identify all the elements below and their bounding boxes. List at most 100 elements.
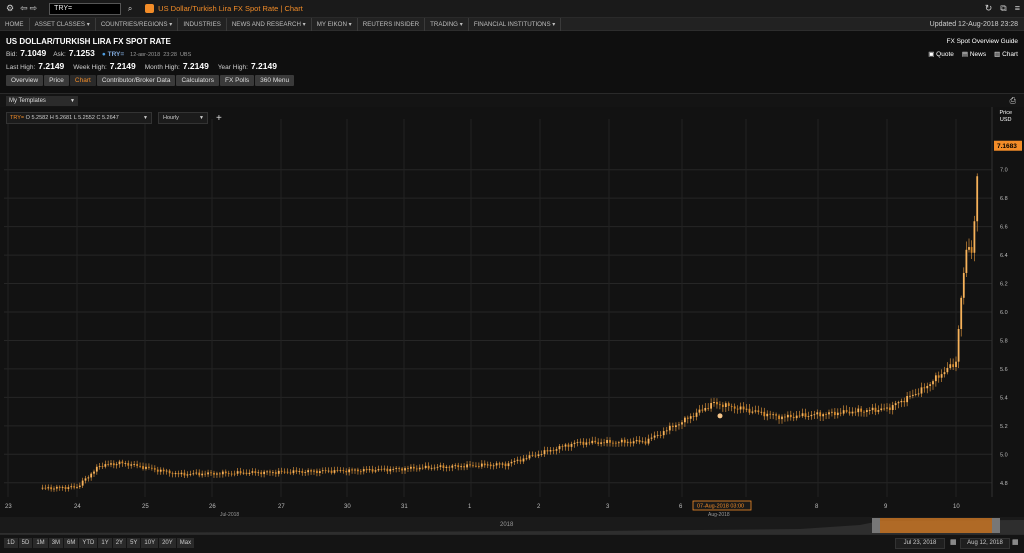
candle-body <box>903 400 906 403</box>
candle-body <box>404 468 406 471</box>
candle-body <box>594 440 597 443</box>
tab-chart[interactable]: Chart <box>69 75 96 86</box>
range-6m-button[interactable]: 6M <box>64 538 79 548</box>
candle-body <box>710 403 712 409</box>
range-3m-button[interactable]: 3M <box>48 538 64 548</box>
nav-item-trading[interactable]: TRADING ▾ <box>425 17 469 31</box>
calendar-from-icon[interactable]: ▦ <box>950 539 957 546</box>
ric-code[interactable]: ● TRY= <box>102 51 124 58</box>
refresh-icon[interactable]: ↻ <box>984 3 993 13</box>
tab-overview[interactable]: Overview <box>6 75 44 86</box>
range-10y-button[interactable]: 10Y <box>141 538 159 548</box>
tab-fx-polls[interactable]: FX Polls <box>219 75 255 86</box>
range-ytd-button[interactable]: YTD <box>79 538 98 548</box>
candle-body <box>507 463 510 467</box>
nav-item-reuters-insider[interactable]: REUTERS INSIDER <box>358 17 426 31</box>
tab-calculators[interactable]: Calculators <box>176 75 219 86</box>
nav-item-news-research[interactable]: NEWS AND RESEARCH ▾ <box>227 17 312 31</box>
candle-body <box>751 411 754 413</box>
tab-bar: Overview Price Chart Contributor/Broker … <box>6 75 295 86</box>
menu-icon[interactable]: ≡ <box>1014 3 1020 13</box>
candle-body <box>976 176 979 222</box>
candle-body <box>784 416 786 418</box>
add-series-button[interactable]: + <box>216 112 222 124</box>
candle-body <box>906 396 909 403</box>
candle-body <box>727 403 730 406</box>
nav-item-financial-institutions[interactable]: FINANCIAL INSTITUTIONS ▾ <box>469 17 562 31</box>
range-5y-button[interactable]: 5Y <box>127 538 141 548</box>
chart-canvas[interactable]: 7.06.86.66.46.26.05.85.65.45.25.04.823 24… <box>0 107 1024 518</box>
candle-body <box>189 474 192 475</box>
candle-body <box>477 466 480 467</box>
crosshair-date-label: 07-Aug-2018 03:00 <box>697 504 744 510</box>
candle-body <box>90 473 93 478</box>
date-from-field[interactable]: Jul 23, 2018 <box>895 538 945 549</box>
back-arrow-icon[interactable]: ⇦ <box>20 3 28 13</box>
chevron-down-icon: ▼ <box>199 115 204 121</box>
candle-body <box>848 411 851 414</box>
tab-360-menu[interactable]: 360 Menu <box>255 75 295 86</box>
link-icon[interactable]: ⧉ <box>1000 3 1007 13</box>
candle-body <box>330 470 333 473</box>
calendar-to-icon[interactable]: ▦ <box>1012 539 1019 546</box>
news-link[interactable]: ▤ News <box>962 50 986 58</box>
candle-body <box>504 463 507 467</box>
range-1d-button[interactable]: 1D <box>4 538 18 548</box>
range-1m-button[interactable]: 1M <box>33 538 48 548</box>
candle-body <box>304 472 307 473</box>
range-1y-button[interactable]: 1Y <box>98 538 112 548</box>
templates-dropdown[interactable]: My Templates ▼ <box>6 96 78 106</box>
range-2y-button[interactable]: 2Y <box>112 538 127 548</box>
nav-item-countries-regions[interactable]: COUNTRIES/REGIONS ▾ <box>96 17 179 31</box>
ohlc-legend[interactable]: TRY= O 5.2582 H 5.2681 L 5.2552 C 5.2647… <box>6 112 152 124</box>
nav-item-home[interactable]: HOME <box>0 17 30 31</box>
candle-body <box>659 434 662 436</box>
interval-dropdown[interactable]: Hourly ▼ <box>158 112 208 124</box>
date-to-field[interactable]: Aug 12, 2018 <box>960 538 1010 549</box>
nav-item-industries[interactable]: INDUSTRIES <box>178 17 227 31</box>
ohlc-high: H 5.2681 <box>49 115 73 121</box>
tab-price[interactable]: Price <box>44 75 69 86</box>
candle-body <box>617 442 620 444</box>
candle-body <box>678 424 680 426</box>
quote-source: UBS <box>179 52 192 58</box>
range-5d-button[interactable]: 5D <box>18 538 33 548</box>
candle-body <box>463 466 466 468</box>
y-tick-label: 7.0 <box>1000 168 1008 174</box>
candle-body <box>180 472 183 475</box>
candle-body <box>277 470 280 474</box>
chevron-down-icon: ▼ <box>143 115 148 121</box>
candle-body <box>962 272 965 298</box>
chart-link[interactable]: ▥ Chart <box>994 50 1018 58</box>
highs-bar: Last High: 7.2149 Week High: 7.2149 Mont… <box>6 61 283 71</box>
print-icon[interactable]: ⎙ <box>1009 96 1016 105</box>
range-max-button[interactable]: Max <box>176 538 195 548</box>
y-tick-label: 6.2 <box>1000 282 1008 288</box>
range-navigator[interactable]: 2018 <box>0 517 1024 534</box>
candle-body <box>339 470 342 472</box>
candle-body <box>510 461 513 464</box>
quote-link[interactable]: ▣ Quote <box>928 50 954 58</box>
candle-body <box>801 413 804 417</box>
range-20y-button[interactable]: 20Y <box>159 538 176 548</box>
candle-body <box>469 464 471 466</box>
candle-body <box>295 470 298 472</box>
navigator-canvas[interactable]: 2018 <box>0 517 1024 534</box>
candle-body <box>236 471 239 474</box>
tab-contributor-broker-data[interactable]: Contributor/Broker Data <box>96 75 176 86</box>
candle-body <box>195 472 198 474</box>
overview-guide-link[interactable]: FX Spot Overview Guide <box>946 38 1018 45</box>
search-icon[interactable]: ⌕ <box>127 3 133 13</box>
price-chart[interactable]: 7.0 6.8 6.6 6.4 6.2 6.0 5.8 5.6 5.4 5.2 5.0 4.8 23 24… <box>0 107 1024 518</box>
candle-body <box>410 466 412 469</box>
ask-label: Ask: <box>53 51 66 58</box>
nav-item-asset-classes[interactable]: ASSET CLASSES ▾ <box>30 17 96 31</box>
candle-body <box>923 387 926 389</box>
candle-body <box>47 487 50 489</box>
nav-item-my-eikon[interactable]: MY EIKON ▾ <box>312 17 358 31</box>
forward-arrow-icon[interactable]: ⇨ <box>29 3 38 13</box>
month-high-value: 7.2149 <box>182 61 209 71</box>
candle-body <box>934 375 937 382</box>
settings-icon[interactable]: ⚙ <box>6 3 15 13</box>
search-input[interactable]: TRY= <box>49 2 122 15</box>
